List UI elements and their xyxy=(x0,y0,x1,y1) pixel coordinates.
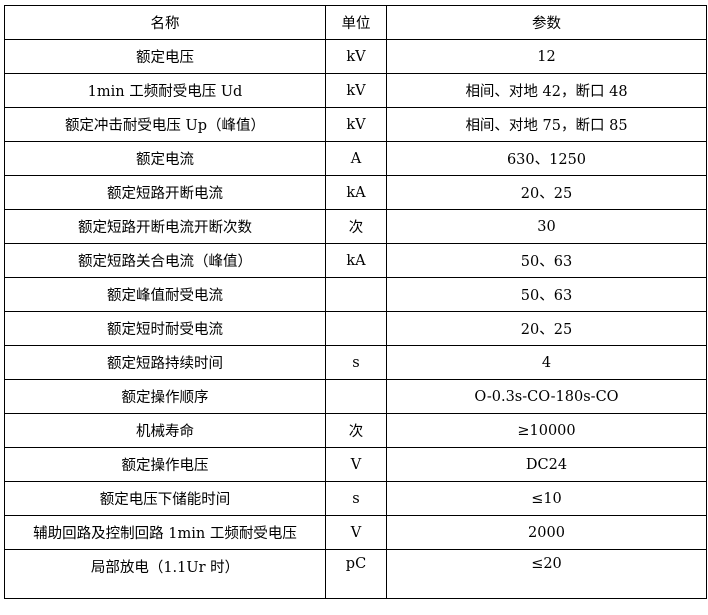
table-header-row: 名称 单位 参数 xyxy=(4,5,707,40)
cell-name: 额定操作顺序 xyxy=(4,379,326,414)
table-row: 额定电流 A 630、1250 xyxy=(4,141,707,176)
cell-unit: s xyxy=(325,481,387,516)
cell-value: O-0.3s-CO-180s-CO xyxy=(386,379,707,414)
cell-value: 630、1250 xyxy=(386,141,707,176)
cell-value: 50、63 xyxy=(386,277,707,312)
header-param: 参数 xyxy=(386,5,707,40)
cell-value: 相间、对地 42，断口 48 xyxy=(386,73,707,108)
cell-name: 机械寿命 xyxy=(4,413,326,448)
table-row: 额定短时耐受电流 20、25 xyxy=(4,311,707,346)
cell-value: ≥10000 xyxy=(386,413,707,448)
cell-name: 额定操作电压 xyxy=(4,447,326,482)
cell-name: 额定短路开断电流开断次数 xyxy=(4,209,326,244)
cell-value: 相间、对地 75，断口 85 xyxy=(386,107,707,142)
cell-name: 额定短路关合电流（峰值） xyxy=(4,243,326,278)
table-row: 额定峰值耐受电流 50、63 xyxy=(4,277,707,312)
cell-value: 4 xyxy=(386,345,707,380)
table-row: 额定操作电压 V DC24 xyxy=(4,447,707,482)
cell-name: 额定电压下储能时间 xyxy=(4,481,326,516)
cell-value: 50、63 xyxy=(386,243,707,278)
cell-name: 额定短路持续时间 xyxy=(4,345,326,380)
cell-name: 额定短时耐受电流 xyxy=(4,311,326,346)
cell-name: 额定电压 xyxy=(4,39,326,74)
table-row: 额定短路关合电流（峰值） kA 50、63 xyxy=(4,243,707,278)
table-row: 额定电压 kV 12 xyxy=(4,39,707,74)
cell-unit: V xyxy=(325,515,387,550)
table-row: 局部放电（1.1Ur 时） pC ≤20 xyxy=(4,549,707,599)
cell-value: 30 xyxy=(386,209,707,244)
table-row: 额定操作顺序 O-0.3s-CO-180s-CO xyxy=(4,379,707,414)
cell-unit: s xyxy=(325,345,387,380)
cell-name: 额定峰值耐受电流 xyxy=(4,277,326,312)
header-name: 名称 xyxy=(4,5,326,40)
cell-name: 额定电流 xyxy=(4,141,326,176)
table-row: 额定短路开断电流开断次数次 30 xyxy=(4,209,707,244)
cell-unit: 次 xyxy=(325,413,387,448)
cell-unit: V xyxy=(325,447,387,482)
cell-value: 2000 xyxy=(386,515,707,550)
table-row: 机械寿命次 ≥10000 xyxy=(4,413,707,448)
cell-unit: kV xyxy=(325,39,387,74)
table-row: 额定短路持续时间 s 4 xyxy=(4,345,707,380)
cell-unit: 次 xyxy=(325,209,387,244)
cell-value: ≤10 xyxy=(386,481,707,516)
cell-value: DC24 xyxy=(386,447,707,482)
cell-unit: pC xyxy=(325,549,387,599)
cell-unit xyxy=(325,379,387,414)
cell-value: 20、25 xyxy=(386,311,707,346)
parameters-table: 名称 单位 参数 额定电压 kV 12 1min 工频耐受电压 Ud kV 相间、对地 4… xyxy=(4,5,707,599)
cell-name: 辅助回路及控制回路 1min 工频耐受电压 xyxy=(4,515,326,550)
table-row: 额定冲击耐受电压 Up（峰值） kV 相间、对地 75，断口 85 xyxy=(4,107,707,142)
cell-name: 额定短路开断电流 xyxy=(4,175,326,210)
cell-value: 20、25 xyxy=(386,175,707,210)
cell-name: 1min 工频耐受电压 Ud xyxy=(4,73,326,108)
cell-value: ≤20 xyxy=(386,549,707,599)
header-unit: 单位 xyxy=(325,5,387,40)
table-row: 辅助回路及控制回路 1min 工频耐受电压 V 2000 xyxy=(4,515,707,550)
table-row: 1min 工频耐受电压 Ud kV 相间、对地 42，断口 48 xyxy=(4,73,707,108)
cell-value: 12 xyxy=(386,39,707,74)
cell-unit: kA xyxy=(325,175,387,210)
table-row: 额定电压下储能时间 s ≤10 xyxy=(4,481,707,516)
cell-unit: kV xyxy=(325,73,387,108)
cell-unit xyxy=(325,277,387,312)
cell-unit: A xyxy=(325,141,387,176)
cell-unit: kV xyxy=(325,107,387,142)
cell-name: 局部放电（1.1Ur 时） xyxy=(4,549,326,599)
cell-name: 额定冲击耐受电压 Up（峰值） xyxy=(4,107,326,142)
cell-unit: kA xyxy=(325,243,387,278)
cell-unit xyxy=(325,311,387,346)
table-row: 额定短路开断电流 kA 20、25 xyxy=(4,175,707,210)
